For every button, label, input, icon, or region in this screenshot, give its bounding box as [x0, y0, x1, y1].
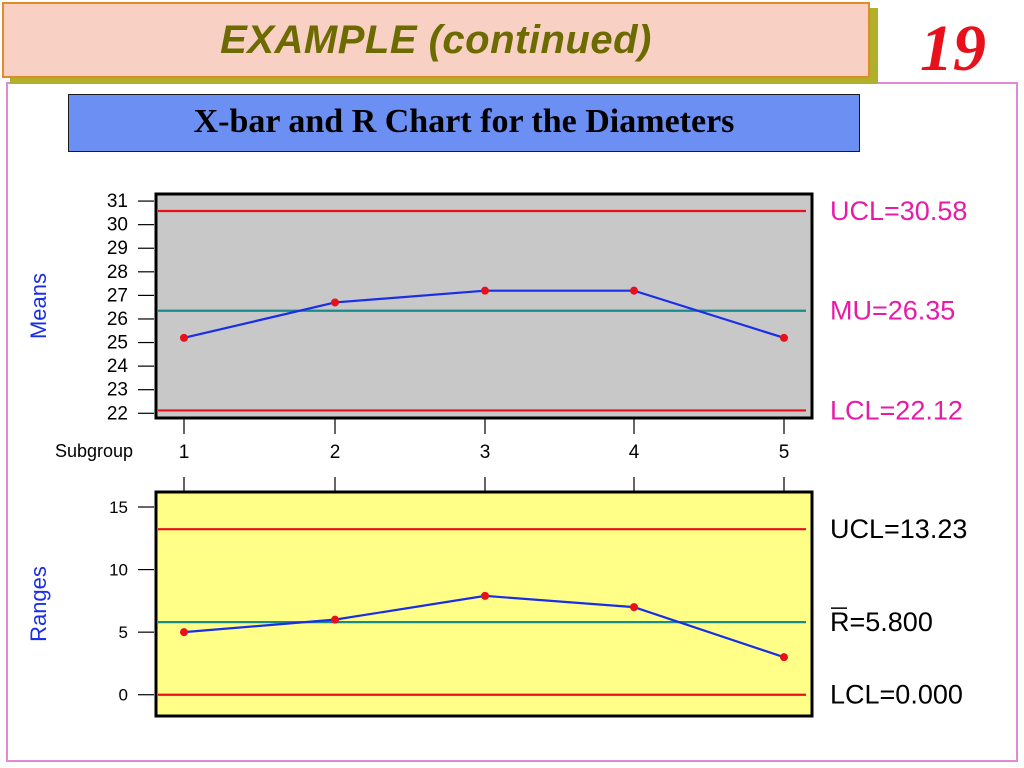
x-tick-label: 2 — [330, 442, 341, 463]
y-tick-label: 0 — [119, 686, 128, 705]
page-number: 19 — [920, 12, 986, 85]
y-tick-label: 23 — [107, 380, 128, 401]
data-point — [331, 615, 339, 624]
means-plot-area — [154, 192, 814, 420]
means-axis-title: Means — [26, 273, 51, 339]
slide-title: EXAMPLE (continued) — [220, 18, 652, 62]
data-point — [630, 286, 638, 295]
control-limit-label: LCL=0.000 — [830, 680, 963, 710]
control-limit-label: UCL=13.23 — [830, 514, 967, 544]
chart-heading-text: X-bar and R Chart for the Diameters — [193, 103, 735, 140]
y-tick-label: 31 — [107, 191, 128, 212]
control-limit-label: UCL=30.58 — [830, 196, 967, 226]
center-line-label: R=5.800 — [830, 607, 933, 637]
control-limit-label: LCL=22.12 — [830, 395, 963, 425]
y-tick-label: 24 — [107, 356, 129, 377]
chart-heading: X-bar and R Chart for the Diameters — [68, 94, 860, 152]
ranges-plot-area — [154, 490, 814, 718]
y-tick-label: 25 — [107, 333, 128, 354]
y-tick-label: 28 — [107, 262, 128, 283]
x-tick-label: 3 — [480, 442, 491, 463]
y-tick-label: 26 — [107, 309, 128, 330]
y-tick-label: 10 — [109, 561, 128, 580]
data-point — [180, 333, 188, 342]
y-tick-label: 30 — [107, 215, 128, 236]
data-point — [331, 298, 339, 307]
data-point — [780, 653, 788, 662]
x-axis-title: Subgroup — [55, 441, 133, 461]
data-point — [180, 628, 188, 637]
x-tick-label: 4 — [629, 442, 640, 463]
y-tick-label: 27 — [107, 285, 128, 306]
data-point — [630, 603, 638, 612]
y-tick-label: 29 — [107, 238, 128, 259]
y-tick-label: 15 — [109, 498, 128, 517]
center-line-label: MU=26.35 — [830, 296, 955, 326]
x-tick-label: 5 — [779, 442, 790, 463]
data-point — [481, 591, 489, 600]
y-tick-label: 5 — [119, 623, 128, 642]
slide-title-box: EXAMPLE (continued) — [2, 2, 870, 78]
y-tick-label: 22 — [107, 403, 128, 424]
ranges-axis-title: Ranges — [26, 566, 51, 642]
data-point — [780, 333, 788, 342]
x-tick-label: 1 — [179, 442, 190, 463]
data-point — [481, 286, 489, 295]
